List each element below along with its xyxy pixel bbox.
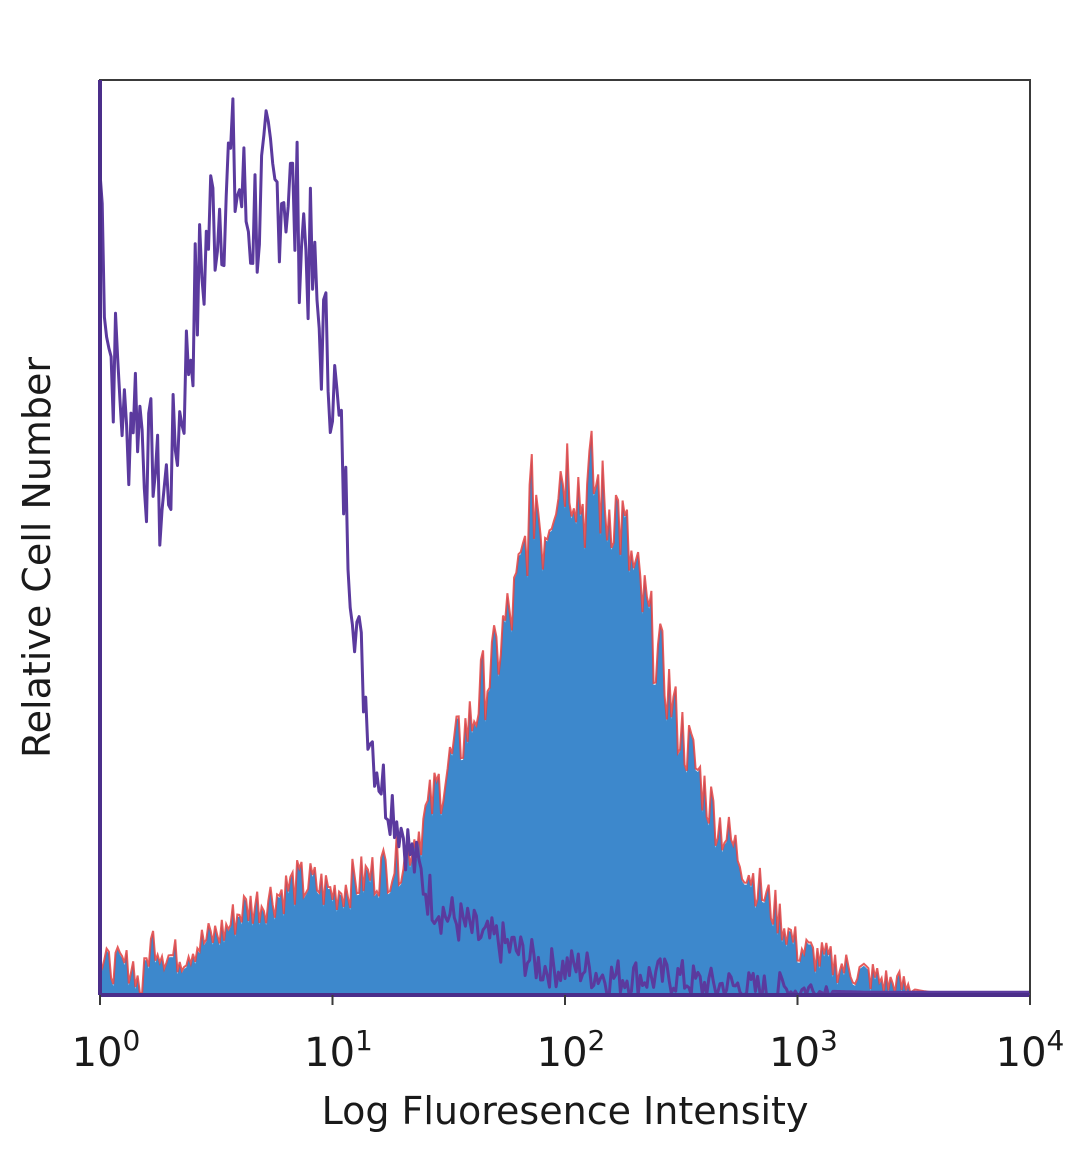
plot-area (98, 97, 1030, 997)
x-tick-label: 102 (537, 1024, 606, 1076)
stained-histogram-edge (99, 430, 1030, 995)
y-axis-title: Relative Cell Number (15, 357, 59, 758)
x-tick-label: 104 (996, 1024, 1065, 1076)
control-histogram-line (98, 97, 1030, 997)
x-tick-label: 103 (769, 1024, 838, 1076)
x-tick-labels: 100 101 102 103 104 (72, 995, 1065, 1076)
stained-histogram (100, 432, 1030, 995)
x-tick-label: 101 (304, 1024, 373, 1076)
x-axis-title: Log Fluoresence Intensity (322, 1089, 809, 1133)
x-tick-label: 100 (72, 1024, 141, 1076)
